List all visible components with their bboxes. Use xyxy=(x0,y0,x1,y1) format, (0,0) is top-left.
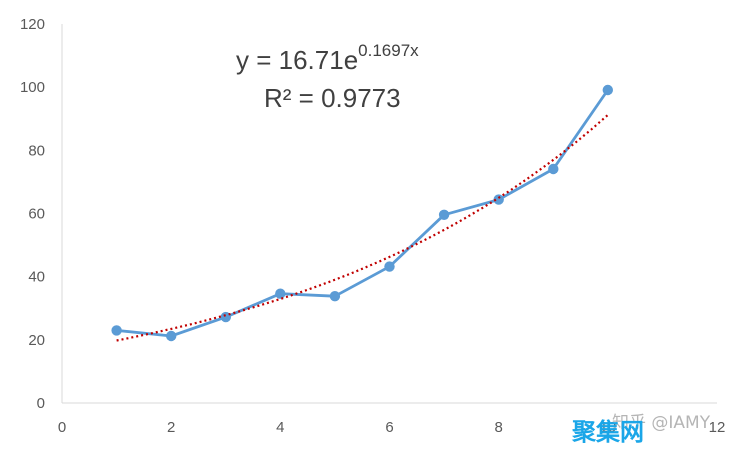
data-point xyxy=(329,291,341,302)
data-point xyxy=(548,163,559,175)
x-tick-label: 10 xyxy=(599,419,616,436)
x-tick-label: 6 xyxy=(385,419,393,436)
y-tick-label: 100 xyxy=(20,79,45,96)
series-line xyxy=(116,89,609,338)
x-tick-label: 4 xyxy=(276,419,284,436)
r-squared-label: R² = 0.9773 xyxy=(264,83,401,113)
data-point xyxy=(493,194,504,205)
y-tick-label: 0 xyxy=(37,395,45,412)
y-tick-label: 40 xyxy=(28,269,45,286)
y-tick-labels: 0 20 40 60 80 100 120 xyxy=(20,16,45,412)
x-tick-label: 8 xyxy=(494,419,502,436)
data-point xyxy=(602,84,613,96)
x-tick-label: 2 xyxy=(167,419,175,436)
trendline-equation-exponent: 0.1697x xyxy=(358,41,419,60)
data-point xyxy=(220,311,231,323)
watermark-logo: 聚集网 xyxy=(571,418,644,446)
data-point xyxy=(384,261,395,272)
trendline xyxy=(116,114,609,342)
y-tick-label: 60 xyxy=(28,206,45,223)
trendline-path xyxy=(116,114,609,342)
y-tick-label: 120 xyxy=(20,16,45,33)
y-tick-label: 20 xyxy=(28,332,45,349)
watermark-text: 知乎 @IAMY xyxy=(612,413,711,433)
x-tick-label: 12 xyxy=(709,419,726,436)
data-point xyxy=(275,288,286,299)
x-tick-label: 0 xyxy=(58,419,66,436)
x-tick-labels: 0 2 4 6 8 10 12 xyxy=(58,419,726,436)
data-point xyxy=(166,330,177,342)
y-tick-label: 80 xyxy=(28,142,45,159)
data-point xyxy=(438,209,450,220)
data-point xyxy=(111,325,122,336)
trendline-equation: y = 16.71e0.1697x xyxy=(236,41,419,75)
data-series xyxy=(111,84,613,342)
